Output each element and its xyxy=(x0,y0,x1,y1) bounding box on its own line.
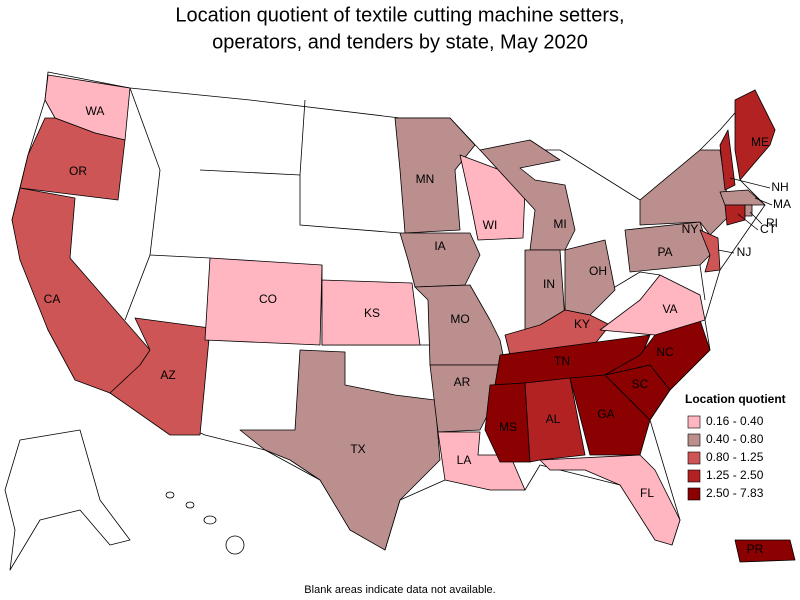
state-label: MS xyxy=(499,420,517,434)
label-pointer xyxy=(717,249,735,254)
hawaii xyxy=(165,491,245,555)
state-label: CT xyxy=(760,222,777,236)
state xyxy=(599,274,706,336)
state-label: NC xyxy=(656,345,674,359)
label-pointer xyxy=(729,177,771,189)
state-label: RI xyxy=(766,216,778,230)
title-line: operators, and tenders by state, May 202… xyxy=(212,31,588,53)
state-label: TN xyxy=(554,354,570,368)
state-label: KS xyxy=(364,306,380,320)
legend-swatch xyxy=(687,451,701,465)
state-label: OH xyxy=(589,264,607,278)
legend-title: Location quotient xyxy=(685,392,786,406)
state xyxy=(204,257,323,346)
state xyxy=(479,139,576,251)
state-label: MA xyxy=(773,197,791,211)
state xyxy=(569,374,651,456)
state-label: MN xyxy=(416,172,435,186)
state-label: NJ xyxy=(737,245,752,259)
state-label: CA xyxy=(44,292,61,306)
state xyxy=(639,149,731,236)
state-label: NY xyxy=(682,222,699,236)
state xyxy=(109,317,211,436)
state xyxy=(734,539,796,563)
state-label: MI xyxy=(553,217,566,231)
state-label: FL xyxy=(640,486,654,500)
state-label: SC xyxy=(632,377,649,391)
state-label: ME xyxy=(751,135,769,149)
state xyxy=(699,229,721,273)
legend-swatch xyxy=(687,433,701,447)
state-label: AR xyxy=(454,375,471,389)
state-label: LA xyxy=(457,453,472,467)
state xyxy=(414,284,506,366)
state xyxy=(734,89,776,181)
footnote: Blank areas indicate data not available. xyxy=(304,584,495,596)
title-line: Location quotient of textile cutting mac… xyxy=(175,4,624,26)
legend-swatch xyxy=(687,487,701,501)
legend-label: 2.50 - 7.83 xyxy=(706,486,764,500)
legend-swatch xyxy=(687,415,701,429)
state xyxy=(604,319,711,391)
label-pointer xyxy=(749,211,763,225)
legend-label: 1.25 - 2.50 xyxy=(706,468,764,482)
state-label: NH xyxy=(771,180,788,194)
state xyxy=(719,129,736,191)
state xyxy=(744,204,753,217)
state-label: OR xyxy=(69,164,87,178)
state-label: IN xyxy=(543,277,555,291)
state xyxy=(524,377,586,463)
state xyxy=(624,221,711,273)
state xyxy=(19,117,126,201)
state xyxy=(539,454,681,546)
state xyxy=(321,279,421,346)
state-label: AZ xyxy=(160,368,175,382)
state xyxy=(564,239,616,316)
alaska xyxy=(4,429,131,571)
legend-label: 0.80 - 1.25 xyxy=(706,450,764,464)
state-label: IA xyxy=(434,239,445,253)
label-pointer xyxy=(754,197,773,206)
state-label: CO xyxy=(259,292,277,306)
label-pointer xyxy=(737,213,759,231)
states xyxy=(11,74,796,563)
state-label: MO xyxy=(450,312,469,326)
state xyxy=(239,349,441,551)
state-label: VA xyxy=(662,302,677,316)
state xyxy=(394,117,476,234)
legend-label: 0.16 - 0.40 xyxy=(706,414,764,428)
state-label: PR xyxy=(747,542,764,556)
legend-swatch xyxy=(687,469,701,483)
state-label: PA xyxy=(657,245,672,259)
state-label: AL xyxy=(546,412,561,426)
state-label: KY xyxy=(574,317,590,331)
state-label: GA xyxy=(597,407,614,421)
state xyxy=(484,382,531,463)
state xyxy=(719,189,766,206)
state-labels: WA OR CA AZ CO KS TX MN IA MO AR LA WI MI IN OH KY TN MS AL… xyxy=(44,104,791,556)
state-label: WA xyxy=(86,104,105,118)
state-label: WI xyxy=(483,218,498,232)
state xyxy=(437,431,526,491)
legend: 0.16 - 0.40 0.40 - 0.80 0.80 - 1.25 1.25 - … xyxy=(687,414,764,501)
state-label: TX xyxy=(350,442,365,456)
legend-label: 0.40 - 0.80 xyxy=(706,432,764,446)
